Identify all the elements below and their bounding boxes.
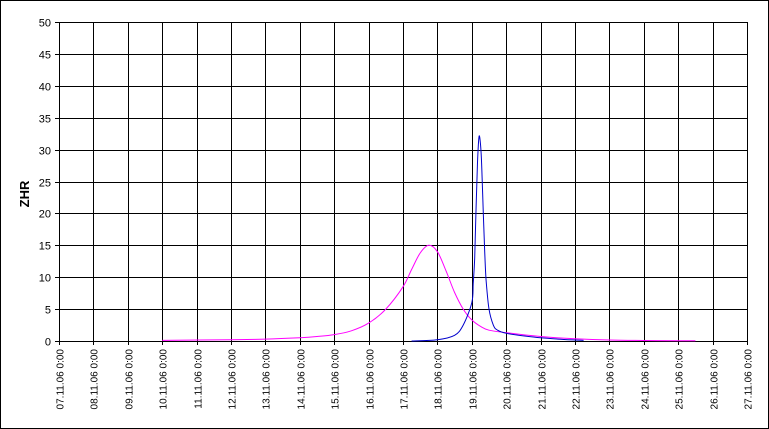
y-tick-label: 30 <box>39 146 51 158</box>
y-tick-label: 40 <box>39 82 51 94</box>
x-tick-label: 13.11.06 0:00 <box>262 349 273 410</box>
x-tick-label: 21.11.06 0:00 <box>538 349 549 410</box>
y-tick-label: 25 <box>39 178 51 190</box>
y-tick-label: 5 <box>45 305 51 317</box>
x-tick-label: 15.11.06 0:00 <box>331 349 342 410</box>
y-tick-label: 45 <box>39 50 51 62</box>
x-tick-label: 12.11.06 0:00 <box>228 349 239 410</box>
x-tick-label: 24.11.06 0:00 <box>641 349 652 410</box>
x-tick-label: 19.11.06 0:00 <box>469 349 480 410</box>
y-tick-label: 10 <box>39 273 51 285</box>
plot-border <box>59 22 748 342</box>
y-tick-label: 15 <box>39 241 51 253</box>
x-tick-label: 08.11.06 0:00 <box>90 349 101 410</box>
x-tick-label: 18.11.06 0:00 <box>434 349 445 410</box>
x-tick-label: 17.11.06 0:00 <box>400 349 411 410</box>
x-tick-label: 16.11.06 0:00 <box>366 349 377 410</box>
y-tick-label: 35 <box>39 114 51 126</box>
x-tick-label: 26.11.06 0:00 <box>710 349 721 410</box>
x-tick-label: 10.11.06 0:00 <box>159 349 170 410</box>
series-1-line <box>162 244 696 342</box>
x-tick-label: 27.11.06 0:00 <box>744 349 755 410</box>
y-tick-label: 0 <box>45 337 51 349</box>
x-tick-label: 07.11.06 0:00 <box>56 349 67 410</box>
y-tick-label: 50 <box>39 18 51 30</box>
x-tick-label: 22.11.06 0:00 <box>572 349 583 410</box>
x-tick-label: 14.11.06 0:00 <box>297 349 308 410</box>
x-tick-label: 11.11.06 0:00 <box>194 349 205 409</box>
x-tick-label: 20.11.06 0:00 <box>503 349 514 410</box>
y-tick-label: 20 <box>39 209 51 221</box>
x-tick-label: 25.11.06 0:00 <box>675 349 686 410</box>
x-tick-label: 09.11.06 0:00 <box>125 349 136 410</box>
x-tick-label: 23.11.06 0:00 <box>606 349 617 410</box>
series-2-line <box>411 135 584 342</box>
